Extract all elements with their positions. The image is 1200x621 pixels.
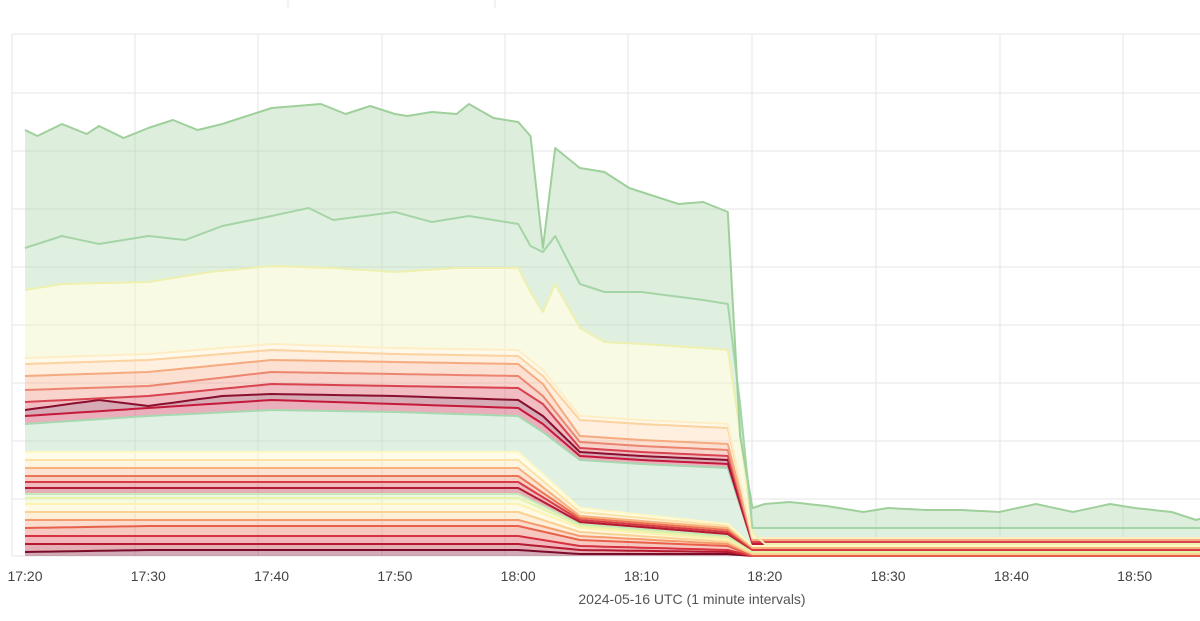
series-line	[24, 265, 1200, 545]
x-tick-label: 18:10	[624, 568, 659, 584]
series-line	[25, 467, 1200, 549]
x-tick-label: 17:20	[7, 568, 42, 584]
x-tick-label: 17:40	[254, 568, 289, 584]
series-area	[25, 504, 1200, 554]
x-axis-ticks: 17:20 17:30 17:40 17:50 18:00 18:10 18:20 18:30…	[7, 568, 1152, 584]
series-area	[25, 208, 1200, 544]
x-axis-title: 2024-05-16 UTC (1 minute intervals)	[578, 591, 805, 607]
series-area	[25, 512, 1200, 554]
x-tick-label: 18:00	[501, 568, 536, 584]
series-line	[25, 481, 1200, 551]
series-line	[24, 343, 1200, 539]
series-area	[25, 400, 1200, 544]
series-area	[25, 350, 1200, 540]
series-area	[25, 536, 1200, 556]
series-line	[24, 525, 1200, 557]
series-area	[25, 410, 1200, 546]
series-line	[25, 497, 1200, 553]
series-area	[25, 526, 1200, 556]
series-line	[24, 383, 1200, 543]
series-area	[25, 544, 1200, 556]
x-tick-label: 18:40	[994, 568, 1029, 584]
series-area	[25, 372, 1200, 542]
series-line	[24, 359, 1200, 541]
series-line	[24, 207, 1200, 529]
x-tick-label: 17:50	[377, 568, 412, 584]
plot-area	[24, 103, 1200, 557]
series-area	[25, 360, 1200, 540]
x-tick-label: 18:20	[747, 568, 782, 584]
series-area	[25, 266, 1200, 544]
series-area	[25, 384, 1200, 542]
series-line	[24, 103, 1200, 521]
series-area	[25, 104, 1200, 528]
series-line	[25, 511, 1200, 555]
x-tick-label: 18:30	[871, 568, 906, 584]
x-tick-label: 18:50	[1117, 568, 1152, 584]
series-line	[25, 451, 1200, 547]
x-tick-label: 17:30	[131, 568, 166, 584]
chart-grid	[11, 0, 1200, 557]
series-area	[25, 550, 1200, 556]
